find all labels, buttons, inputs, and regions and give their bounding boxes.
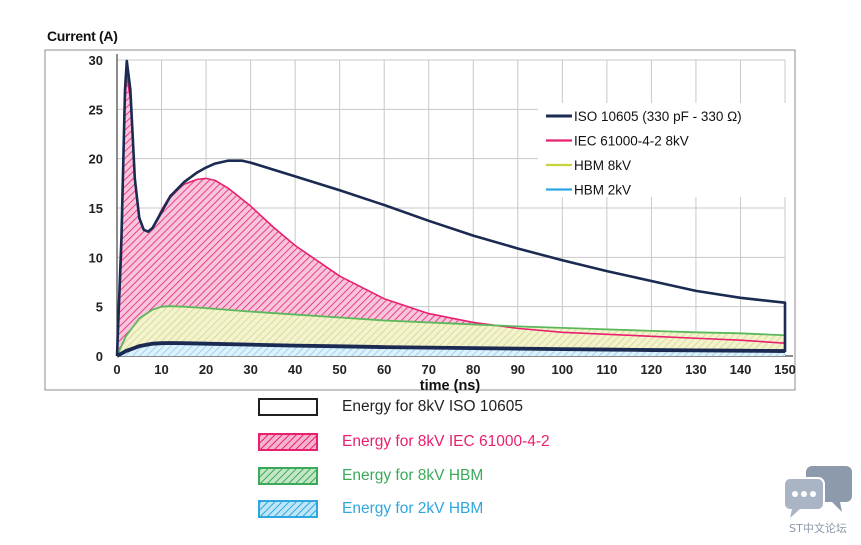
x-tick-label: 40 — [288, 362, 302, 377]
legend-label-iec-61000: IEC 61000-4-2 8kV — [574, 134, 689, 149]
y-tick-label: 10 — [89, 250, 103, 265]
legend: ISO 10605 (330 pF - 330 Ω) IEC 61000-4-2 … — [538, 103, 786, 198]
x-tick-label: 30 — [243, 362, 257, 377]
x-tick-label: 140 — [730, 362, 752, 377]
y-tick-label: 15 — [89, 201, 103, 216]
energy-legend-iso: Energy for 8kV ISO 10605 — [258, 395, 523, 419]
legend-label-iso-10605: ISO 10605 (330 pF - 330 Ω) — [574, 109, 742, 124]
x-tick-label: 80 — [466, 362, 480, 377]
energy-label-iec: Energy for 8kV IEC 61000-4-2 — [342, 433, 550, 450]
area-iec-61000 — [117, 74, 785, 357]
x-tick-label: 10 — [154, 362, 168, 377]
y-axis-title: Current (A) — [47, 28, 118, 44]
tick-labels: 0 10 20 30 40 50 60 70 80 90 100 110 120 130 140 150 0 5 1… — [89, 53, 796, 377]
x-tick-label: 70 — [421, 362, 435, 377]
x-tick-label: 150 — [774, 362, 796, 377]
watermark: ST中文论坛 — [780, 462, 856, 542]
energy-swatch-hbm8 — [258, 467, 318, 485]
energy-swatch-iso — [258, 398, 318, 416]
x-tick-label: 100 — [551, 362, 573, 377]
y-tick-label: 25 — [89, 102, 103, 117]
chat-bubbles-icon — [783, 466, 852, 518]
x-tick-label: 60 — [377, 362, 391, 377]
energy-label-iso: Energy for 8kV ISO 10605 — [342, 398, 523, 415]
energy-label-hbm2: Energy for 2kV HBM — [342, 500, 484, 517]
energy-swatch-hbm2 — [258, 500, 318, 518]
energy-label-hbm8: Energy for 8kV HBM — [342, 467, 484, 484]
x-axis-title: time (ns) — [420, 378, 481, 394]
line-hbm-8kv — [116, 305, 786, 357]
x-tick-label: 130 — [685, 362, 707, 377]
legend-box — [538, 103, 786, 197]
legend-label-hbm-8kv: HBM 8kV — [574, 158, 631, 173]
chart: 0 10 20 30 40 50 60 70 80 90 100 110 120 130 140 150 0 5 1… — [44, 49, 796, 394]
y-tick-label: 5 — [96, 300, 103, 315]
y-tick-label: 30 — [89, 53, 103, 68]
legend-label-hbm-2kv: HBM 2kV — [574, 183, 631, 198]
x-tick-label: 0 — [113, 362, 120, 377]
energy-swatch-iec — [258, 433, 318, 451]
energy-legend-hbm2: Energy for 2kV HBM — [258, 497, 483, 521]
x-tick-label: 20 — [199, 362, 213, 377]
series-lines — [115, 59, 787, 358]
y-tick-label: 20 — [89, 152, 103, 167]
y-tick-label: 0 — [96, 349, 103, 364]
energy-legend-iec: Energy for 8kV IEC 61000-4-2 — [258, 430, 550, 454]
x-tick-label: 90 — [511, 362, 525, 377]
line-hbm-2kv — [116, 341, 786, 358]
x-tick-label: 110 — [596, 362, 617, 377]
watermark-text: ST中文论坛 — [789, 522, 847, 535]
line-iso-10605 — [115, 59, 787, 357]
x-tick-label: 50 — [332, 362, 346, 377]
x-tick-label: 120 — [641, 362, 663, 377]
energy-legend-hbm8: Energy for 8kV HBM — [258, 464, 483, 488]
